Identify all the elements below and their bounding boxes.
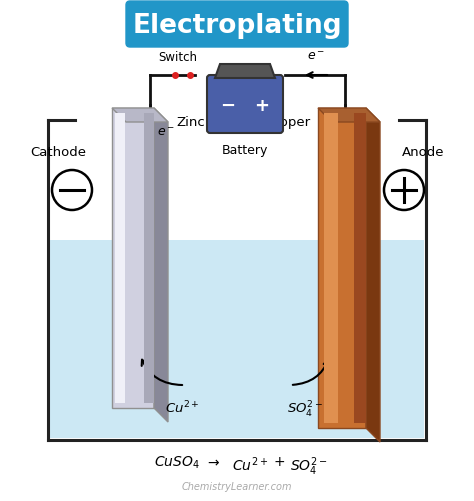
- Text: $e^-$: $e^-$: [307, 50, 325, 63]
- Bar: [318, 108, 366, 428]
- Text: $Cu^{2+}$: $Cu^{2+}$: [232, 455, 268, 473]
- Text: Cathode: Cathode: [30, 145, 86, 158]
- FancyBboxPatch shape: [207, 75, 283, 133]
- Polygon shape: [318, 108, 380, 122]
- Bar: [115, 113, 125, 403]
- Text: $\rightarrow$: $\rightarrow$: [205, 455, 220, 469]
- Polygon shape: [154, 108, 168, 422]
- Text: Switch: Switch: [158, 51, 198, 64]
- Text: $CuSO_4$: $CuSO_4$: [154, 455, 200, 471]
- Text: $SO_4^{2-}$: $SO_4^{2-}$: [287, 400, 323, 420]
- Text: $SO_4^{2-}$: $SO_4^{2-}$: [290, 455, 328, 477]
- Text: $Cu^{2+}$: $Cu^{2+}$: [164, 400, 200, 417]
- Text: Anode: Anode: [402, 145, 445, 158]
- FancyBboxPatch shape: [126, 1, 348, 47]
- Text: +: +: [255, 97, 270, 115]
- Text: $+$: $+$: [273, 455, 285, 469]
- Text: Battery: Battery: [222, 144, 268, 157]
- Polygon shape: [366, 108, 380, 442]
- Polygon shape: [112, 108, 168, 122]
- Text: −: −: [220, 97, 236, 115]
- Bar: [354, 113, 366, 423]
- Text: Copper: Copper: [262, 116, 310, 129]
- Bar: [324, 113, 338, 423]
- Bar: [50, 240, 424, 438]
- Bar: [112, 108, 154, 408]
- Text: $e^-$: $e^-$: [157, 125, 175, 138]
- Bar: [144, 113, 154, 403]
- Polygon shape: [215, 64, 275, 78]
- Text: Electroplating: Electroplating: [132, 13, 342, 39]
- Text: ChemistryLearner.com: ChemistryLearner.com: [182, 482, 292, 492]
- Text: Zinc: Zinc: [176, 116, 205, 129]
